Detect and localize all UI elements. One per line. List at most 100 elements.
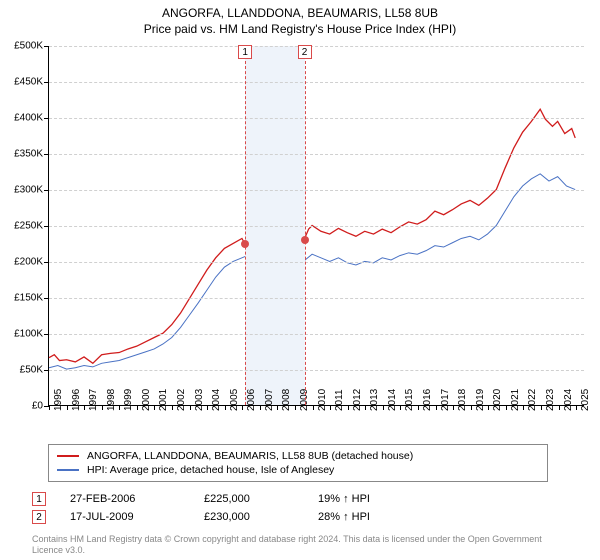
xtick — [541, 405, 542, 410]
xtick — [172, 405, 173, 410]
ytick — [44, 46, 49, 47]
y-axis-label: £200K — [14, 257, 43, 268]
x-axis-label: 1998 — [106, 389, 117, 411]
gridline-horizontal — [49, 262, 584, 263]
legend-label: HPI: Average price, detached house, Isle… — [87, 464, 334, 476]
x-axis-label: 2023 — [545, 389, 556, 411]
y-axis-label: £0 — [32, 401, 43, 412]
y-axis-label: £250K — [14, 221, 43, 232]
x-axis-label: 2022 — [527, 389, 538, 411]
gridline-horizontal — [49, 370, 584, 371]
x-axis-label: 2024 — [563, 389, 574, 411]
xtick — [313, 405, 314, 410]
x-axis-label: 2021 — [510, 389, 521, 411]
gridline-horizontal — [49, 334, 584, 335]
legend-item: HPI: Average price, detached house, Isle… — [57, 463, 539, 477]
table-marker-box: 2 — [32, 510, 46, 524]
x-axis-label: 2025 — [580, 389, 591, 411]
x-axis-label: 2013 — [369, 389, 380, 411]
y-axis-label: £450K — [14, 77, 43, 88]
xtick — [137, 405, 138, 410]
table-hpi: 28% ↑ HPI — [318, 511, 418, 523]
xtick — [348, 405, 349, 410]
legend-item: ANGORFA, LLANDDONA, BEAUMARIS, LL58 8UB … — [57, 449, 539, 463]
xtick — [119, 405, 120, 410]
chart-container: ANGORFA, LLANDDONA, BEAUMARIS, LL58 8UB … — [0, 0, 600, 560]
ytick — [44, 298, 49, 299]
xtick — [277, 405, 278, 410]
series-line — [49, 109, 575, 363]
y-axis-label: £300K — [14, 185, 43, 196]
xtick — [559, 405, 560, 410]
x-axis-label: 2011 — [334, 389, 345, 411]
gridline-horizontal — [49, 154, 584, 155]
table-marker-box: 1 — [32, 492, 46, 506]
xtick — [453, 405, 454, 410]
y-axis-label: £350K — [14, 149, 43, 160]
x-axis-label: 1999 — [123, 389, 134, 411]
ytick — [44, 82, 49, 83]
xtick — [330, 405, 331, 410]
xtick — [576, 405, 577, 410]
marker-vertical-line — [305, 46, 306, 405]
marker-label-box: 2 — [298, 45, 312, 59]
table-row: 217-JUL-2009£230,00028% ↑ HPI — [32, 508, 572, 526]
y-axis-label: £400K — [14, 113, 43, 124]
xtick — [365, 405, 366, 410]
gridline-horizontal — [49, 226, 584, 227]
legend-swatch — [57, 455, 79, 457]
gridline-horizontal — [49, 190, 584, 191]
ytick — [44, 334, 49, 335]
x-axis-label: 2003 — [194, 389, 205, 411]
y-axis-label: £100K — [14, 329, 43, 340]
x-axis-label: 2017 — [440, 389, 451, 411]
x-axis-label: 2002 — [176, 389, 187, 411]
x-axis-label: 2001 — [158, 389, 169, 411]
marker-dot — [241, 240, 249, 248]
xtick — [49, 405, 50, 410]
x-axis-label: 2019 — [475, 389, 486, 411]
table-date: 27-FEB-2006 — [70, 493, 180, 505]
y-axis-label: £150K — [14, 293, 43, 304]
xtick — [488, 405, 489, 410]
xtick — [154, 405, 155, 410]
x-axis-label: 2015 — [404, 389, 415, 411]
gridline-horizontal — [49, 46, 584, 47]
ytick — [44, 262, 49, 263]
x-axis-label: 2010 — [317, 389, 328, 411]
x-axis-label: 2006 — [246, 389, 257, 411]
ytick — [44, 226, 49, 227]
gridline-horizontal — [49, 82, 584, 83]
xtick — [418, 405, 419, 410]
x-axis-label: 2005 — [229, 389, 240, 411]
ytick — [44, 118, 49, 119]
gridline-horizontal — [49, 118, 584, 119]
chart-subtitle: Price paid vs. HM Land Registry's House … — [0, 22, 600, 36]
y-axis-label: £50K — [20, 365, 43, 376]
ytick — [44, 154, 49, 155]
ytick — [44, 370, 49, 371]
xtick — [400, 405, 401, 410]
x-axis-label: 1996 — [71, 389, 82, 411]
x-axis-label: 1997 — [88, 389, 99, 411]
gridline-horizontal — [49, 298, 584, 299]
title-block: ANGORFA, LLANDDONA, BEAUMARIS, LL58 8UB … — [0, 0, 600, 36]
legend-swatch — [57, 469, 79, 471]
table-row: 127-FEB-2006£225,00019% ↑ HPI — [32, 490, 572, 508]
marker-label-box: 1 — [238, 45, 252, 59]
x-axis-label: 2004 — [211, 389, 222, 411]
x-axis-label: 2014 — [387, 389, 398, 411]
ytick — [44, 190, 49, 191]
x-axis-label: 1995 — [53, 389, 64, 411]
footnote-text: Contains HM Land Registry data © Crown c… — [32, 534, 572, 557]
x-axis-label: 2008 — [281, 389, 292, 411]
table-price: £230,000 — [204, 511, 294, 523]
chart-title: ANGORFA, LLANDDONA, BEAUMARIS, LL58 8UB — [0, 6, 600, 20]
xtick — [207, 405, 208, 410]
xtick — [295, 405, 296, 410]
xtick — [436, 405, 437, 410]
table-price: £225,000 — [204, 493, 294, 505]
y-axis-label: £500K — [14, 41, 43, 52]
x-axis-label: 2016 — [422, 389, 433, 411]
xtick — [242, 405, 243, 410]
